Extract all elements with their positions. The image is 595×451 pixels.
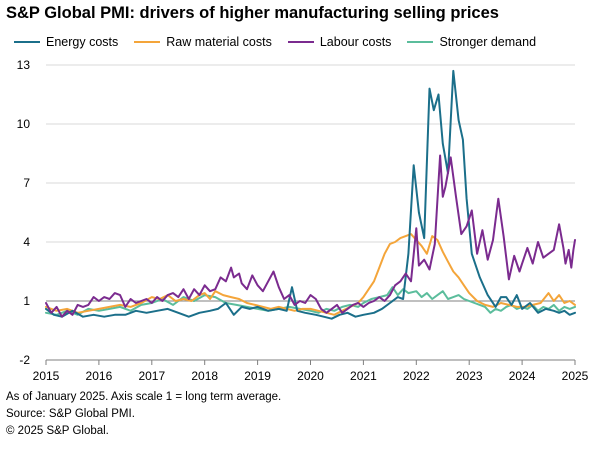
y-tick-label: 13 <box>17 58 31 72</box>
legend-swatch-energy <box>14 41 40 43</box>
legend-swatch-labour <box>287 41 314 43</box>
y-tick-label: 10 <box>17 117 31 131</box>
y-tick-label: 1 <box>23 294 30 308</box>
legend-item-raw-material: Raw material costs <box>134 35 272 49</box>
x-tick-label: 2022 <box>403 369 430 383</box>
x-tick-label: 2019 <box>244 369 271 383</box>
legend-swatch-raw-material <box>134 41 161 43</box>
legend: Energy costs Raw material costs Labour c… <box>14 35 536 49</box>
x-tick-label: 2025 <box>562 369 589 383</box>
series-line-labour <box>45 154 576 318</box>
x-tick-label: 2016 <box>86 369 113 383</box>
legend-label-raw-material: Raw material costs <box>166 35 272 49</box>
legend-item-energy: Energy costs <box>14 35 118 49</box>
x-tick-label: 2023 <box>456 369 483 383</box>
legend-item-demand: Stronger demand <box>407 35 536 49</box>
legend-item-labour: Labour costs <box>287 35 392 49</box>
legend-label-energy: Energy costs <box>46 35 119 49</box>
x-tick-label: 2018 <box>191 369 218 383</box>
footnote-source: Source: S&P Global PMI. <box>6 408 135 420</box>
y-tick-label: 4 <box>23 235 30 249</box>
series-line-raw-material <box>45 233 576 316</box>
legend-label-labour: Labour costs <box>319 35 392 49</box>
footnote-copyright: © 2025 S&P Global. <box>6 425 109 437</box>
x-tick-label: 2017 <box>138 369 165 383</box>
legend-swatch-demand <box>407 41 434 43</box>
series-line-energy <box>45 69 576 320</box>
x-tick-label: 2020 <box>297 369 324 383</box>
y-tick-label: -2 <box>19 353 30 367</box>
x-tick-label: 2024 <box>509 369 536 383</box>
x-tick-label: 2021 <box>350 369 377 383</box>
chart-title: S&P Global PMI: drivers of higher manufa… <box>6 4 499 22</box>
footnote-note: As of January 2025. Axis scale 1 = long … <box>6 391 282 403</box>
legend-label-demand: Stronger demand <box>439 35 537 49</box>
x-tick-label: 2015 <box>33 369 60 383</box>
y-tick-label: 7 <box>23 176 30 190</box>
